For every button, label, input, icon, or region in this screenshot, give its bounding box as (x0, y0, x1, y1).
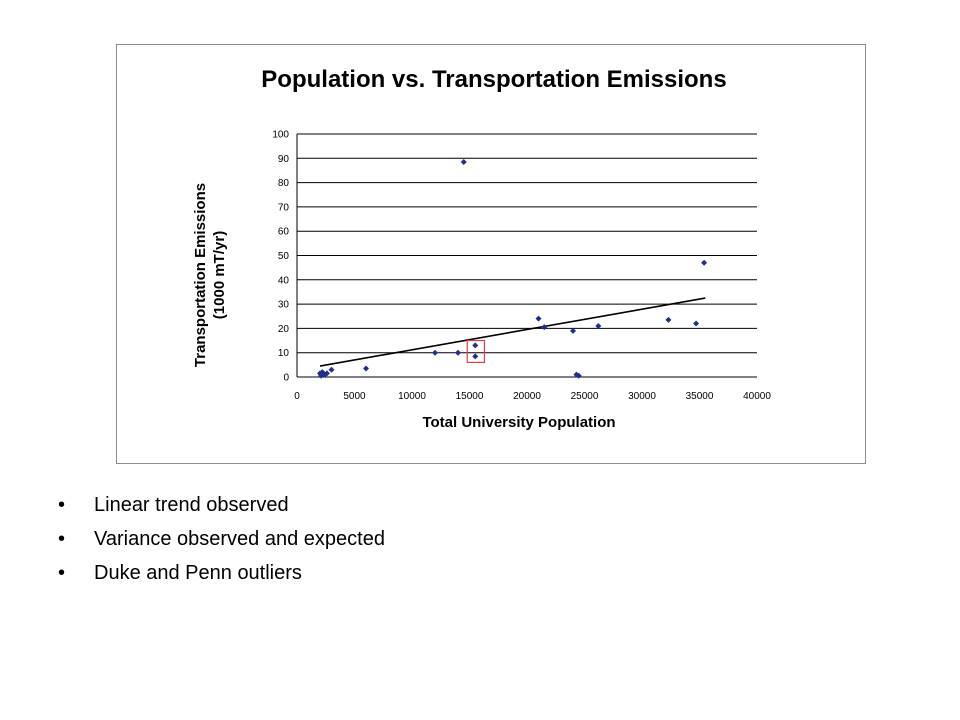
data-point (575, 372, 582, 379)
data-point (460, 158, 467, 165)
data-point (570, 327, 576, 334)
trendline-layer (319, 297, 706, 367)
chart-title: Population vs. Transportation Emissions (261, 66, 726, 93)
y-tick-label: 50 (278, 251, 290, 262)
grid (296, 133, 757, 378)
scatter-chart: Population vs. Transportation Emissions … (192, 66, 771, 431)
bullet-text: Linear trend observed (94, 494, 289, 516)
data-point (472, 353, 479, 360)
bullet-list: • Linear trend observed • Variance obser… (56, 488, 385, 590)
x-axis-label: Total University Population (422, 414, 615, 431)
data-point (701, 259, 708, 266)
y-tick-label: 10 (278, 348, 290, 359)
x-tick-label: 25000 (571, 391, 599, 402)
highlight-layer (466, 339, 486, 364)
bullet-dot: • (58, 494, 66, 516)
bullet-text: Duke and Penn outliers (94, 562, 302, 584)
data-point (693, 320, 700, 327)
data-point (455, 349, 461, 356)
y-tick-label: 90 (278, 154, 290, 165)
y-tick-label: 80 (278, 178, 290, 189)
x-tick-label: 40000 (743, 391, 771, 402)
y-tick-label: 30 (278, 300, 290, 311)
data-point (363, 365, 369, 372)
x-tick-labels: 0 5000 10000 15000 20000 25000 30000 35000 40000 (294, 391, 771, 402)
y-tick-label: 100 (272, 130, 289, 141)
y-axis-label-line2: (1000 mT/yr) (211, 231, 228, 319)
y-axis-label-line1: Transportation Emissions (192, 183, 209, 367)
data-point (432, 349, 438, 356)
y-tick-label: 70 (278, 202, 290, 213)
data-point (535, 315, 542, 322)
y-tick-label: 40 (278, 275, 290, 286)
x-tick-label: 35000 (686, 391, 714, 402)
data-point (323, 370, 330, 377)
trendline (319, 297, 706, 367)
y-axis-label: Transportation Emissions (1000 mT/yr) (192, 183, 228, 367)
bullet-item: • Duke and Penn outliers (56, 556, 385, 590)
y-tick-label: 20 (278, 324, 290, 335)
y-tick-label: 60 (278, 227, 290, 238)
data-point (328, 366, 335, 373)
chart-frame: Population vs. Transportation Emissions … (116, 44, 866, 464)
bullet-item: • Variance observed and expected (56, 522, 385, 556)
data-point (665, 316, 672, 323)
bullet-dot: • (58, 562, 66, 584)
x-tick-label: 10000 (398, 391, 426, 402)
bullet-dot: • (58, 528, 66, 550)
x-tick-label: 30000 (628, 391, 656, 402)
x-tick-label: 5000 (343, 391, 366, 402)
x-tick-label: 15000 (456, 391, 484, 402)
bullet-item: • Linear trend observed (56, 488, 385, 522)
highlight-box (466, 339, 486, 364)
bullet-text: Variance observed and expected (94, 528, 385, 550)
data-points (317, 158, 708, 379)
y-tick-label: 0 (283, 373, 289, 384)
data-point (472, 342, 479, 349)
x-tick-label: 0 (294, 391, 300, 402)
data-point (541, 324, 548, 331)
data-point (595, 322, 602, 329)
x-tick-label: 20000 (513, 391, 541, 402)
y-tick-labels: 0 10 20 30 40 50 60 70 80 90 100 (272, 130, 289, 384)
